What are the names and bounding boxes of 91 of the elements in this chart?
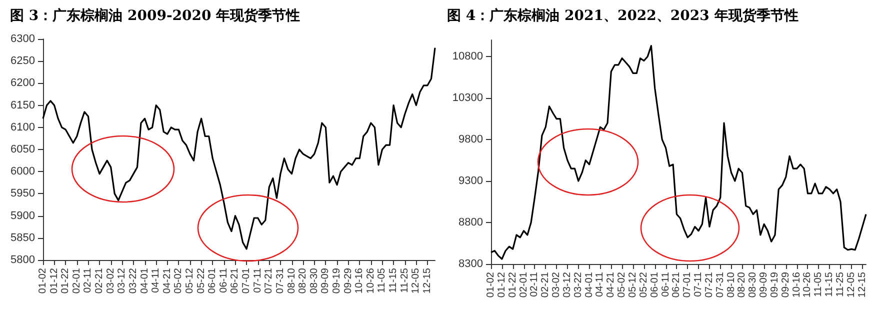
y-tick-label: 6250 <box>10 55 35 68</box>
x-tick-label: 05-22 <box>638 272 650 298</box>
y-tick-label: 10800 <box>452 50 483 63</box>
x-tick-label: 04-01 <box>139 268 150 294</box>
x-tick-label: 08-20 <box>298 268 309 294</box>
y-tick-label: 6150 <box>10 99 35 112</box>
chart-title: 图 3：广东棕榈油 2009-2020 年现货季节性 <box>10 7 300 24</box>
y-tick-label: 5850 <box>10 232 35 244</box>
x-tick-label: 05-12 <box>184 268 196 294</box>
x-tick-label: 01-12 <box>496 272 508 298</box>
x-tick-label: 06-21 <box>671 272 682 298</box>
x-tick-label: 05-22 <box>196 268 207 294</box>
x-tick-label: 08-30 <box>308 268 320 294</box>
x-tick-label: 09-29 <box>780 272 792 298</box>
x-tick-label: 12-05 <box>846 272 857 298</box>
x-tick-label: 02-01 <box>518 272 530 298</box>
x-tick-label: 10-26 <box>802 272 814 298</box>
y-tick-label: 5800 <box>10 254 35 266</box>
x-tick-label: 07-31 <box>714 272 726 298</box>
x-tick-label: 02-21 <box>540 272 552 298</box>
x-tick-label: 07-21 <box>264 268 275 294</box>
x-tick-label: 02-11 <box>82 268 94 293</box>
x-tick-label: 03-22 <box>572 272 584 298</box>
x-tick-label: 05-02 <box>173 268 184 294</box>
y-tick-label: 8800 <box>458 216 483 229</box>
x-tick-label: 09-09 <box>758 272 770 298</box>
x-tick-label: 12-05 <box>410 268 422 294</box>
chart-title: 图 4：广东棕榈油 2021、2022、2023 年现货季节性 <box>447 7 798 24</box>
x-tick-label: 12-15 <box>422 268 433 294</box>
x-tick-label: 02-11 <box>529 272 540 297</box>
x-tick-label: 09-19 <box>769 272 780 298</box>
y-tick-label: 6100 <box>10 121 35 134</box>
y-tick-label: 6000 <box>10 166 35 178</box>
x-tick-label: 07-01 <box>682 272 694 298</box>
y-tick-label: 9800 <box>458 134 483 146</box>
y-tick-label: 5950 <box>10 188 35 200</box>
x-tick-label: 11-25 <box>835 272 846 297</box>
line-series <box>490 45 867 260</box>
x-tick-label: 09-09 <box>320 268 332 294</box>
y-tick-label: 10300 <box>452 92 483 104</box>
x-tick-label: 07-31 <box>274 268 286 294</box>
y-tick-label: 6050 <box>10 144 35 156</box>
x-tick-label: 06-21 <box>230 268 241 294</box>
x-tick-label: 07-11 <box>252 268 264 293</box>
y-tick-label: 8300 <box>458 258 483 270</box>
x-tick-label: 07-21 <box>704 272 715 298</box>
x-tick-label: 03-12 <box>562 272 573 298</box>
y-tick-label: 6200 <box>10 77 35 90</box>
x-tick-label: 02-21 <box>94 268 106 294</box>
x-tick-label: 01-12 <box>48 268 60 294</box>
x-tick-label: 11-25 <box>399 268 410 293</box>
x-tick-label: 04-01 <box>584 272 595 298</box>
x-tick-label: 05-12 <box>627 272 638 298</box>
x-tick-label: 06-01 <box>207 268 218 294</box>
y-tick-label: 5900 <box>10 210 35 222</box>
x-tick-label: 11-05 <box>376 268 388 293</box>
x-tick-label: 06-11 <box>660 272 672 297</box>
x-tick-label: 08-10 <box>726 272 737 298</box>
x-tick-label: 11-15 <box>388 268 400 293</box>
y-tick-label: 9300 <box>458 175 483 188</box>
x-tick-label: 03-12 <box>116 268 128 294</box>
x-tick-label: 08-20 <box>736 272 748 298</box>
x-tick-label: 11-15 <box>824 272 836 297</box>
x-tick-label: 04-11 <box>594 272 606 297</box>
x-tick-label: 06-01 <box>649 272 660 298</box>
x-tick-label: 09-29 <box>342 268 354 294</box>
x-tick-label: 11-05 <box>813 272 824 297</box>
line-series <box>42 47 436 250</box>
x-tick-label: 06-11 <box>218 268 230 293</box>
x-tick-label: 03-22 <box>128 268 139 294</box>
x-tick-label: 03-02 <box>105 268 116 294</box>
x-tick-label: 10-16 <box>791 272 802 298</box>
x-tick-label: 07-01 <box>241 268 252 294</box>
x-tick-label: 01-02 <box>486 272 496 298</box>
y-tick-label: 6300 <box>10 33 35 45</box>
x-tick-label: 12-15 <box>856 272 868 298</box>
x-tick-label: 02-01 <box>71 268 82 294</box>
x-tick-label: 04-11 <box>150 268 162 293</box>
x-tick-label: 01-22 <box>507 272 518 298</box>
x-tick-label: 04-21 <box>606 272 617 298</box>
x-tick-label: 04-21 <box>162 268 173 294</box>
x-tick-label: 05-02 <box>616 272 628 298</box>
x-tick-label: 10-16 <box>354 268 366 294</box>
x-tick-label: 07-11 <box>693 272 704 297</box>
x-tick-label: 01-02 <box>38 268 48 294</box>
x-tick-label: 08-30 <box>748 272 759 298</box>
x-tick-label: 10-26 <box>365 268 376 294</box>
x-tick-label: 09-19 <box>332 268 342 294</box>
x-tick-label: 08-10 <box>286 268 298 294</box>
x-tick-label: 03-02 <box>551 272 562 298</box>
x-tick-label: 01-22 <box>60 268 72 294</box>
